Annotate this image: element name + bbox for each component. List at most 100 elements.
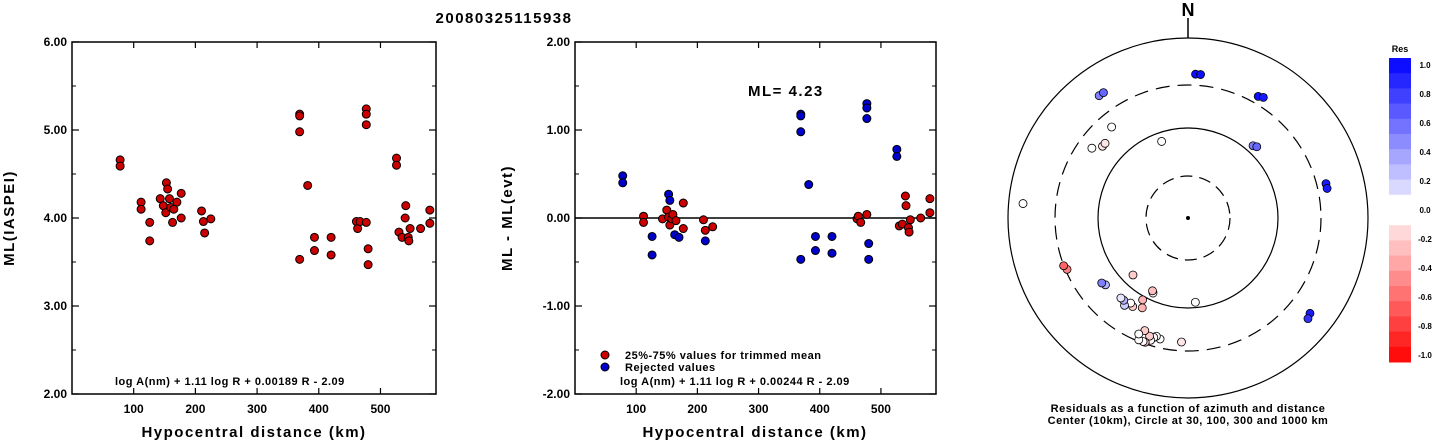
- colorbar-cells: [1389, 58, 1411, 363]
- data-point: [796, 127, 806, 137]
- x-ticks: 100 200 300 400 500: [626, 42, 891, 416]
- station-point: [1190, 297, 1200, 307]
- figure-title: 20080325115938: [436, 10, 573, 27]
- station-point: [1128, 270, 1138, 280]
- station-point: [1097, 278, 1107, 288]
- data-point: [145, 236, 155, 246]
- y-axis-label: ML(IASPEI): [1, 170, 18, 266]
- data-point: [904, 227, 914, 237]
- data-points: [115, 104, 435, 270]
- data-point: [163, 184, 173, 194]
- colorbar-label: 0.8: [1419, 90, 1431, 99]
- north-label: N: [1182, 0, 1195, 20]
- data-point: [303, 180, 313, 190]
- x-tick-label: 400: [810, 402, 830, 416]
- colorbar-cell: [1389, 316, 1411, 333]
- data-point: [700, 236, 710, 246]
- colorbar-cell: [1389, 103, 1411, 120]
- data-point: [115, 161, 125, 171]
- circle-100km: [1097, 127, 1279, 309]
- y-tick-label: 4.00: [44, 211, 68, 225]
- colorbar-cell: [1389, 225, 1411, 241]
- colorbar-cell: [1389, 118, 1411, 135]
- station-point: [1100, 138, 1110, 148]
- data-point: [309, 232, 319, 242]
- formula: log A(nm) + 1.11 log R + 0.00244 R - 2.0…: [620, 376, 850, 388]
- colorbar: Res 1.0 0.8 0.6 0.4 0.2 0.0 -0.2 -0.4 -0.6 -0.8 -1…: [1389, 44, 1432, 363]
- data-point: [198, 217, 208, 227]
- circle-300km: [1054, 84, 1322, 352]
- x-ticks: 100 200 300 400 500: [124, 42, 391, 416]
- y-ticks: -2.00 -1.00 0.00 1.00 2.00: [543, 35, 936, 401]
- colorbar-label: -0.6: [1418, 293, 1432, 302]
- x-tick-label: 500: [871, 402, 891, 416]
- data-point: [925, 208, 935, 218]
- legend-marker-trimmed: [600, 350, 610, 360]
- colorbar-labels: 1.0 0.8 0.6 0.4 0.2 0.0 -0.2 -0.4 -0.6 -0.8 -1.0: [1418, 61, 1432, 360]
- data-point: [856, 217, 866, 227]
- station-points: [1018, 69, 1332, 347]
- colorbar-cell: [1389, 346, 1411, 363]
- x-tick-label: 300: [247, 402, 267, 416]
- data-point: [197, 206, 207, 216]
- ml-annotation: ML= 4.23: [748, 83, 824, 100]
- colorbar-label: -0.4: [1418, 264, 1432, 273]
- y-ticks: 2.00 3.00 4.00 5.00 6.00: [44, 35, 436, 401]
- data-point: [176, 188, 186, 198]
- colorbar-label: 0.6: [1419, 119, 1431, 128]
- data-point: [295, 111, 305, 121]
- colorbar-cell: [1389, 134, 1411, 150]
- data-point: [326, 232, 336, 242]
- data-point: [827, 231, 837, 241]
- data-point: [425, 205, 435, 215]
- data-point: [361, 217, 371, 227]
- data-point: [678, 198, 688, 208]
- x-axis-label: Hypocentral distance (km): [141, 424, 366, 441]
- x-tick-label: 100: [626, 402, 646, 416]
- data-point: [864, 239, 874, 249]
- colorbar-cell: [1389, 73, 1411, 89]
- data-point: [363, 244, 373, 254]
- data-point: [295, 127, 305, 137]
- data-point: [172, 197, 182, 207]
- data-point: [796, 111, 806, 121]
- data-point: [862, 209, 872, 219]
- data-point: [804, 180, 814, 190]
- colorbar-cell: [1389, 164, 1411, 181]
- data-point: [810, 246, 820, 256]
- x-tick-label: 300: [749, 402, 769, 416]
- colorbar-cell: [1389, 149, 1411, 165]
- x-axis-label: Hypocentral distance (km): [642, 424, 867, 441]
- data-point: [361, 109, 371, 119]
- station-point: [1148, 286, 1157, 296]
- data-point: [136, 204, 146, 214]
- station-point: [1018, 199, 1028, 208]
- station-point: [1059, 261, 1069, 271]
- data-point: [639, 217, 649, 227]
- data-point: [206, 214, 216, 224]
- data-point: [862, 103, 872, 113]
- station-point: [1322, 184, 1332, 193]
- x-tick-label: 200: [185, 402, 205, 416]
- x-tick-label: 100: [124, 402, 144, 416]
- data-point: [425, 218, 435, 228]
- data-point: [925, 194, 935, 204]
- x-tick-label: 400: [309, 402, 329, 416]
- colorbar-cell: [1389, 58, 1411, 74]
- colorbar-label: -0.2: [1418, 235, 1432, 244]
- data-point: [810, 231, 820, 241]
- data-point: [416, 224, 426, 234]
- colorbar-label: -1.0: [1418, 351, 1432, 360]
- colorbar-cell: [1389, 240, 1411, 257]
- colorbar-cell: [1389, 286, 1411, 302]
- data-point: [363, 260, 373, 270]
- station-point: [1258, 93, 1268, 102]
- colorbar-cell: [1389, 179, 1411, 196]
- data-point: [647, 231, 657, 241]
- data-point: [892, 151, 902, 161]
- colorbar-cell: [1389, 194, 1411, 211]
- y-tick-label: -2.00: [543, 387, 571, 401]
- y-tick-label: 2.00: [547, 35, 571, 49]
- data-point: [905, 215, 915, 225]
- station-point: [1107, 122, 1117, 132]
